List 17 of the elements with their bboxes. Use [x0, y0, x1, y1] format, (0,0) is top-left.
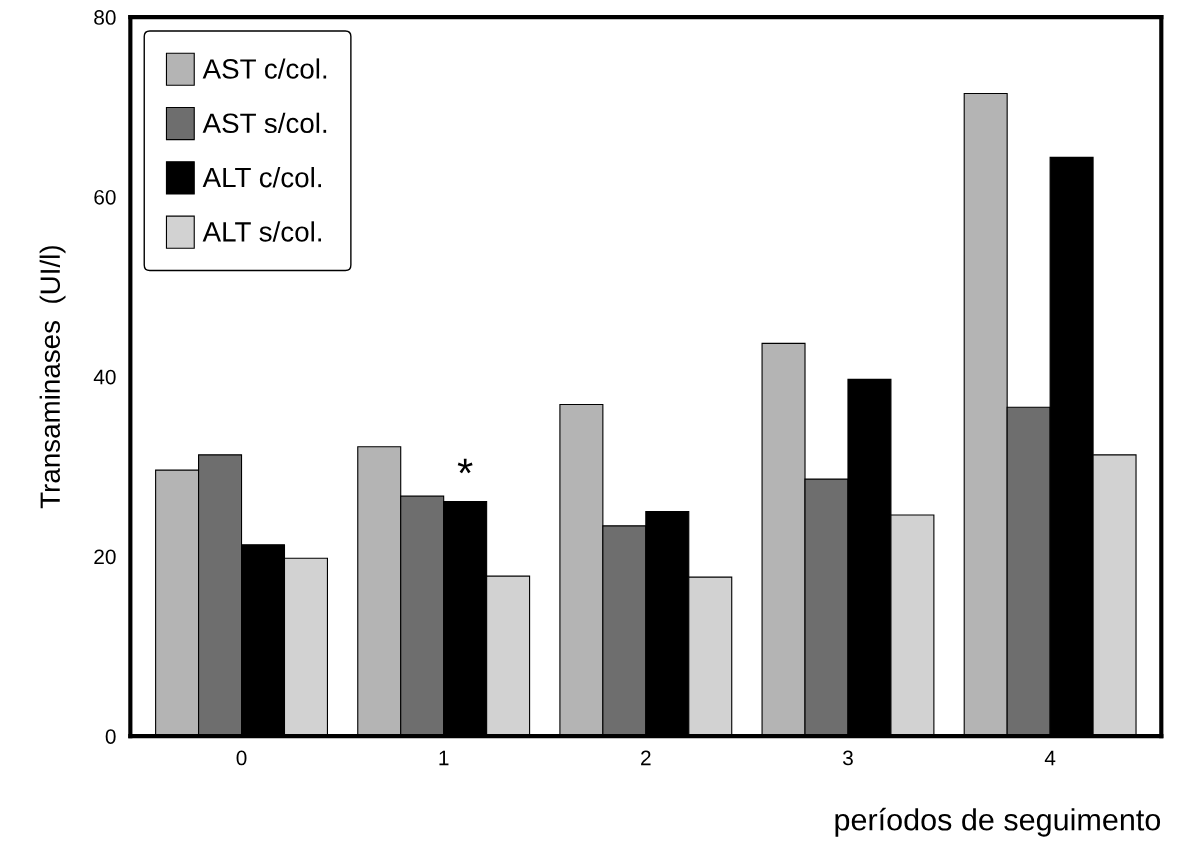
y-tick-label: 60: [94, 189, 116, 205]
x-tick-label: 4: [1044, 750, 1056, 766]
x-tick-label: 1: [439, 750, 449, 766]
legend-label: AST c/col.: [202, 58, 327, 79]
y-tick-label: 80: [94, 10, 116, 25]
annotation: *: [457, 458, 473, 474]
y-tick-label: 40: [93, 369, 116, 385]
y-tick-label: 0: [105, 729, 116, 744]
x-axis-title: períodos de seguimento: [835, 807, 1161, 837]
y-tick-label: 20: [94, 549, 116, 565]
x-tick-label: 2: [641, 750, 651, 766]
legend-label: ALT s/col.: [202, 221, 321, 242]
y-axis-title: Transaminases (UI/l): [39, 246, 66, 509]
x-tick-label: 3: [842, 750, 853, 766]
legend-label: AST s/col.: [202, 112, 327, 134]
x-tick-label: 0: [236, 750, 247, 766]
legend-label: ALT c/col.: [202, 166, 321, 188]
